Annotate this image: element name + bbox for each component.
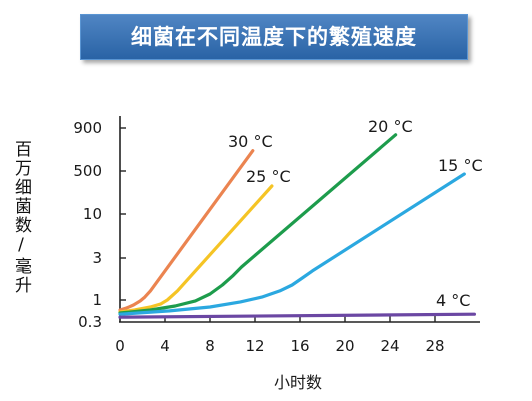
x-axis-label: 小时数 — [274, 373, 322, 392]
series-line-25c — [118, 184, 274, 314]
x-tick-label: 24 — [380, 337, 399, 355]
series-label-4c: 4 °C — [436, 291, 470, 310]
chart-title-banner: 细菌在不同温度下的繁殖速度 — [80, 14, 468, 60]
x-tick-label: 16 — [290, 337, 309, 355]
series-label-20c: 20 °C — [368, 117, 413, 136]
series-line-4c — [118, 312, 476, 319]
x-tick-label: 20 — [335, 337, 354, 355]
y-tick-label: 900 — [73, 119, 102, 137]
series-line-20c — [118, 133, 398, 315]
series-line-15c — [118, 172, 466, 316]
x-tick-label: 0 — [115, 337, 125, 355]
series-label-25c: 25 °C — [246, 167, 291, 186]
x-tick-label: 12 — [245, 337, 264, 355]
y-tick-label: 0.3 — [78, 313, 102, 331]
x-tick-label: 8 — [205, 337, 215, 355]
series-line-30c — [118, 149, 255, 312]
x-tick-label: 4 — [160, 337, 170, 355]
x-tick-label: 28 — [425, 337, 444, 355]
y-tick-label: 10 — [83, 205, 102, 223]
y-tick-label: 500 — [73, 162, 102, 180]
y-axis-label: 百万细菌数/毫升 — [11, 140, 31, 295]
y-tick-label: 3 — [92, 249, 102, 267]
chart-title: 细菌在不同温度下的繁殖速度 — [131, 25, 417, 49]
y-tick-label: 1 — [92, 291, 102, 309]
series-label-15c: 15 °C — [438, 156, 483, 175]
series-label-30c: 30 °C — [228, 132, 273, 151]
